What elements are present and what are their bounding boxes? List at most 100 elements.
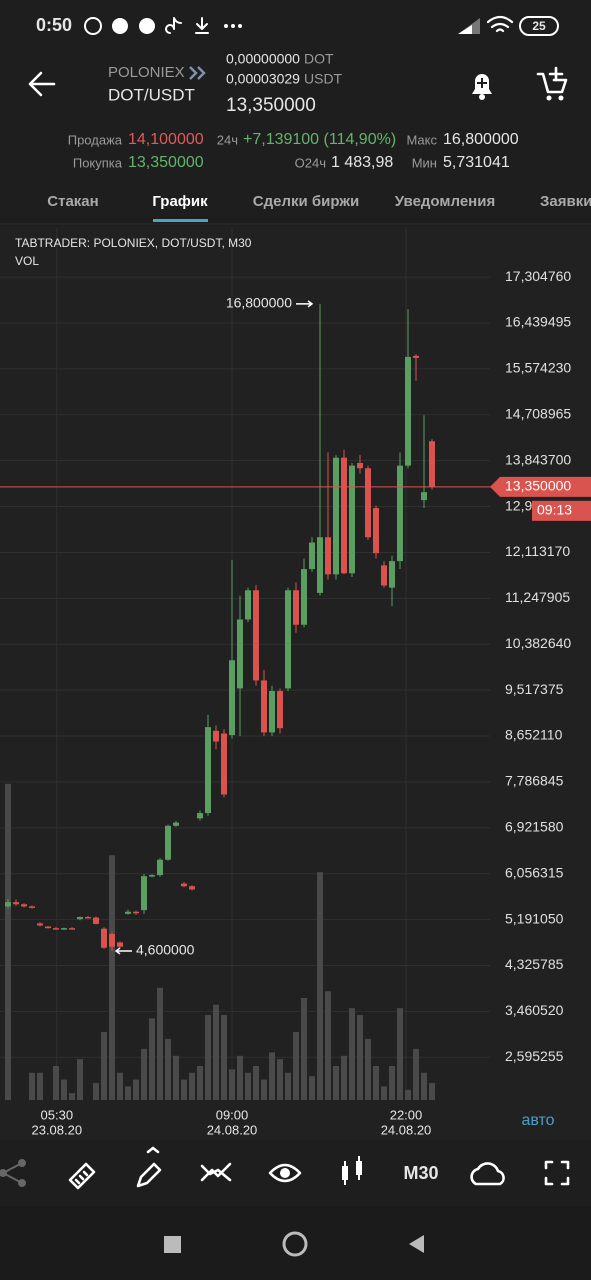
tab[interactable]: Стакан	[47, 193, 98, 210]
candle-body	[333, 457, 339, 575]
nav-back[interactable]	[409, 1235, 424, 1253]
chart-subtitle: VOL	[15, 254, 39, 268]
y-tick-label: 13,843700	[505, 451, 571, 467]
volume-bar	[173, 1055, 179, 1100]
candle-body	[45, 926, 51, 929]
candle-body	[317, 537, 323, 593]
volume-bar	[341, 1055, 347, 1100]
exchange-logo	[189, 66, 206, 80]
y-tick-label: 12,113170	[505, 543, 570, 559]
candle-body	[13, 902, 19, 905]
candle-body	[269, 691, 275, 733]
candle-body	[421, 492, 427, 501]
ruler-tool[interactable]	[68, 1162, 96, 1190]
y-tick-label: 3,460520	[505, 1002, 564, 1018]
max-marker-arrow	[296, 300, 314, 308]
volume-bar	[429, 1083, 435, 1100]
tab[interactable]: Заявки	[540, 193, 591, 210]
timeframe-button[interactable]: M30	[403, 1163, 438, 1183]
y-tick-label: 4,325785	[505, 956, 564, 972]
volume-bar	[285, 1072, 291, 1100]
volume-bar	[237, 1055, 243, 1100]
tab-indicator	[153, 219, 208, 222]
nav-recent[interactable]	[164, 1236, 181, 1253]
status-icons	[84, 15, 559, 36]
scale-mode[interactable]: авто	[521, 1112, 554, 1129]
volume-bar	[277, 1059, 283, 1100]
nav-home[interactable]	[282, 1231, 308, 1257]
y-tick-label: 5,191050	[505, 910, 564, 926]
volume-bar	[205, 1015, 211, 1100]
volume-bar	[269, 1052, 275, 1100]
tab[interactable]: Уведомления	[395, 193, 495, 210]
volume-bar	[293, 1032, 299, 1100]
candle-body	[253, 590, 259, 681]
candle-body	[301, 569, 307, 625]
candle-body	[357, 462, 363, 469]
tab-active[interactable]: График	[152, 193, 208, 210]
candle-body	[53, 928, 59, 930]
candle-body	[117, 942, 123, 947]
volume-bar	[333, 1066, 339, 1100]
y-tick-label: 16,439495	[505, 314, 571, 330]
volume-bar	[69, 1093, 75, 1100]
back-button[interactable]	[28, 71, 56, 97]
y-tick-label: 9,517375	[505, 681, 564, 697]
volume-bar	[5, 783, 11, 1100]
volume-bar	[317, 872, 323, 1100]
max-marker-label: 16,800000	[226, 295, 292, 311]
draw-tool[interactable]	[136, 1146, 162, 1188]
candle-body	[205, 727, 211, 814]
header-price: 13,350000	[226, 95, 316, 116]
countdown-label: 09:13	[537, 502, 572, 518]
candle-body	[197, 813, 203, 819]
tab[interactable]: Сделки биржи	[253, 193, 359, 210]
battery-level: 25	[532, 19, 546, 33]
volume-bar	[357, 1015, 363, 1100]
candle-body	[285, 590, 291, 689]
quote-currency: USDT	[304, 71, 343, 87]
x-tick-date: 24.08.20	[381, 1122, 432, 1137]
candle-body	[85, 917, 91, 919]
share-tool[interactable]	[0, 1159, 26, 1187]
change-label: 24ч	[217, 132, 238, 147]
candle-body	[181, 883, 187, 887]
visibility-tool[interactable]	[268, 1163, 302, 1183]
candle-body	[429, 441, 435, 487]
candle-body	[133, 911, 139, 914]
candle-body	[29, 906, 35, 908]
volume-bar	[421, 1072, 427, 1100]
candle-body	[341, 457, 347, 574]
volume-bar	[221, 1015, 227, 1100]
min-marker-arrow	[114, 947, 132, 955]
cloud-tool[interactable]	[470, 1162, 505, 1186]
y-tick-label: 11,247905	[505, 589, 570, 605]
y-tick-label: 15,574230	[505, 360, 571, 376]
exchange-name: POLONIEX	[108, 64, 185, 81]
volume-bar	[157, 987, 163, 1100]
candle-tool[interactable]	[342, 1156, 362, 1185]
last-price-label: 13,350000	[505, 478, 571, 494]
trade-button[interactable]	[536, 66, 568, 101]
x-tick-date: 23.08.20	[31, 1122, 82, 1137]
volume-bar	[109, 855, 115, 1100]
volume-bar	[141, 1049, 147, 1100]
candle-body	[165, 825, 171, 860]
alert-button[interactable]	[472, 74, 492, 100]
buy-price: 13,350000	[128, 154, 204, 171]
volume-bar	[133, 1079, 139, 1100]
volume-bar	[53, 1066, 59, 1100]
candle-body	[125, 911, 131, 914]
indicator-tool[interactable]	[200, 1162, 232, 1182]
candle-body	[237, 619, 243, 689]
candle-body	[261, 680, 267, 733]
y-tick-label: 8,652110	[505, 727, 563, 743]
volume-bar	[325, 991, 331, 1100]
y-tick-label: 2,595255	[505, 1048, 564, 1064]
volume-bar	[389, 1066, 395, 1100]
buy-label: Покупка	[73, 155, 123, 170]
candle-body	[213, 730, 219, 742]
fullscreen-button[interactable]	[544, 1160, 570, 1186]
min-marker-label: 4,600000	[136, 942, 195, 958]
